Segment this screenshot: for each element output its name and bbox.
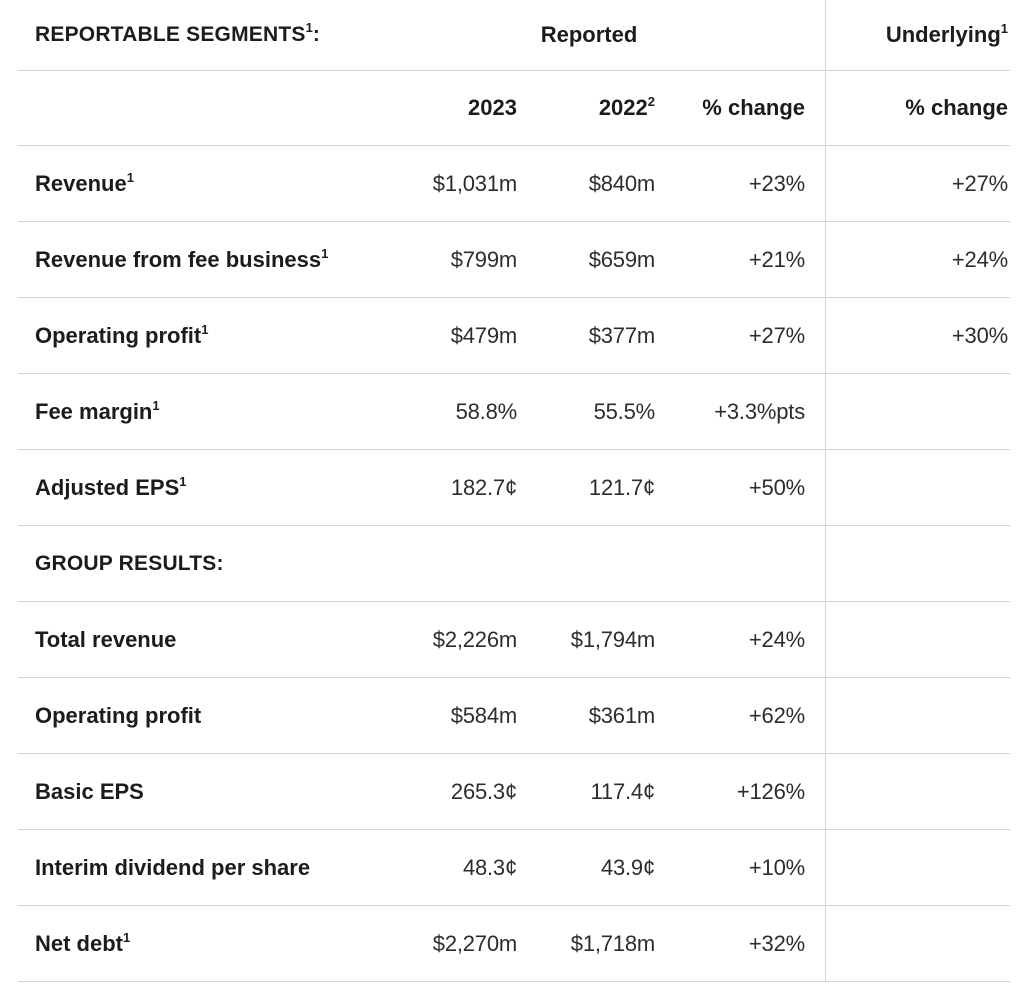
value-2022: $377m <box>588 322 655 348</box>
value-change-underlying: +30% <box>951 322 1008 348</box>
value-change-reported: +27% <box>748 322 805 348</box>
table-row: Fee margin1 58.8% 55.5% +3.3%pts <box>18 374 1010 450</box>
row-label-text: Basic EPS <box>35 778 144 804</box>
footnote-sup: 1 <box>201 321 209 337</box>
row-label-text: Fee margin <box>35 398 153 424</box>
footnote-sup: 2 <box>647 94 655 109</box>
column-header-change-underlying: % change <box>905 95 1008 120</box>
table-row: Revenue1 $1,031m $840m +23% +27% <box>18 146 1010 222</box>
value-2022: $840m <box>588 170 655 196</box>
row-label-text: Operating profit <box>35 702 202 728</box>
value-change-reported: +126% <box>736 778 805 804</box>
heading-colon: : <box>312 23 321 46</box>
row-label: Net debt1 <box>18 929 373 957</box>
value-change-reported: +50% <box>748 474 805 500</box>
table-row: Total revenue $2,226m $1,794m +24% <box>18 602 1010 678</box>
footnote-sup: 1 <box>179 473 187 489</box>
row-label: Operating profit1 <box>18 321 373 349</box>
value-2023: $584m <box>450 702 517 728</box>
value-2023: $799m <box>450 246 517 272</box>
row-label: Total revenue <box>18 627 373 653</box>
value-2022: 117.4¢ <box>590 778 656 804</box>
value-2022: $1,794m <box>570 626 655 652</box>
value-change-reported: +21% <box>748 246 805 272</box>
value-2022: 121.7¢ <box>588 474 655 500</box>
value-2023: $1,031m <box>432 170 517 196</box>
section-header-group-results: GROUP RESULTS: <box>18 526 1010 602</box>
footnote-sup: 1 <box>152 397 160 413</box>
value-change-reported: +32% <box>748 930 805 956</box>
value-2023: 265.3¢ <box>450 778 517 804</box>
row-label-text: Revenue from fee business <box>35 246 322 272</box>
underlying-label: Underlying <box>885 22 1001 47</box>
value-change-reported: +24% <box>748 626 805 652</box>
value-2023: $2,226m <box>432 626 517 652</box>
table-row: Revenue from fee business1 $799m $659m +… <box>18 222 1010 298</box>
row-label: Revenue from fee business1 <box>18 245 373 273</box>
column-divider <box>825 0 826 982</box>
underlying-group-header: Underlying1 <box>805 21 1010 48</box>
header-row-columns: 2023 20222 % change % change <box>18 71 1010 146</box>
header-row-groups: REPORTABLE SEGMENTS1: Reported Underlyin… <box>18 0 1010 71</box>
value-2022: 43.9¢ <box>600 854 655 880</box>
value-2023: $479m <box>450 322 517 348</box>
value-change-reported: +62% <box>748 702 805 728</box>
row-label: Interim dividend per share <box>18 855 373 881</box>
row-label-text: Total revenue <box>35 626 177 652</box>
row-label-text: Interim dividend per share <box>35 854 311 880</box>
table-row: Net debt1 $2,270m $1,718m +32% <box>18 906 1010 982</box>
column-header-2022-label: 2022 <box>598 95 648 120</box>
table-row: Operating profit1 $479m $377m +27% +30% <box>18 298 1010 374</box>
value-2023: 48.3¢ <box>462 854 517 880</box>
table-row: Operating profit $584m $361m +62% <box>18 678 1010 754</box>
row-label: Operating profit <box>18 703 373 729</box>
value-change-reported: +3.3%pts <box>714 398 805 424</box>
value-2022: $1,718m <box>570 930 655 956</box>
reported-group-header: Reported <box>540 22 638 47</box>
value-2023: 58.8% <box>455 398 518 424</box>
table-row: Interim dividend per share 48.3¢ 43.9¢ +… <box>18 830 1010 906</box>
row-label: Adjusted EPS1 <box>18 473 373 501</box>
table-row: Adjusted EPS1 182.7¢ 121.7¢ +50% <box>18 450 1010 526</box>
table-row: Basic EPS 265.3¢ 117.4¢ +126% <box>18 754 1010 830</box>
value-change-reported: +10% <box>748 854 805 880</box>
value-change-underlying: +24% <box>951 246 1008 272</box>
row-label: Basic EPS <box>18 779 373 805</box>
row-label: Fee margin1 <box>18 397 373 425</box>
financial-results-table: REPORTABLE SEGMENTS1: Reported Underlyin… <box>18 0 1010 982</box>
group-results-heading: GROUP RESULTS: <box>35 551 224 575</box>
reportable-segments-heading: REPORTABLE SEGMENTS1: <box>18 20 373 47</box>
value-change-underlying: +27% <box>951 170 1008 196</box>
row-label-text: Revenue <box>35 170 127 196</box>
footnote-sup: 1 <box>123 929 131 945</box>
row-label-text: Operating profit <box>35 322 202 348</box>
value-2022: 55.5% <box>593 398 656 424</box>
footnote-sup: 1 <box>1000 21 1008 36</box>
value-2023: $2,270m <box>432 930 517 956</box>
value-change-reported: +23% <box>748 170 805 196</box>
column-header-2022: 20222 <box>517 94 655 121</box>
footnote-sup: 1 <box>305 20 313 35</box>
row-label-text: Net debt <box>35 930 123 956</box>
row-label: Revenue1 <box>18 169 373 197</box>
reportable-segments-label: REPORTABLE SEGMENTS <box>35 23 306 46</box>
column-header-change-reported: % change <box>702 95 805 120</box>
value-2022: $659m <box>588 246 655 272</box>
value-2023: 182.7¢ <box>450 474 517 500</box>
footnote-sup: 1 <box>321 245 329 261</box>
value-2022: $361m <box>588 702 655 728</box>
column-header-2023: 2023 <box>468 95 517 120</box>
footnote-sup: 1 <box>126 169 134 185</box>
row-label-text: Adjusted EPS <box>35 474 180 500</box>
